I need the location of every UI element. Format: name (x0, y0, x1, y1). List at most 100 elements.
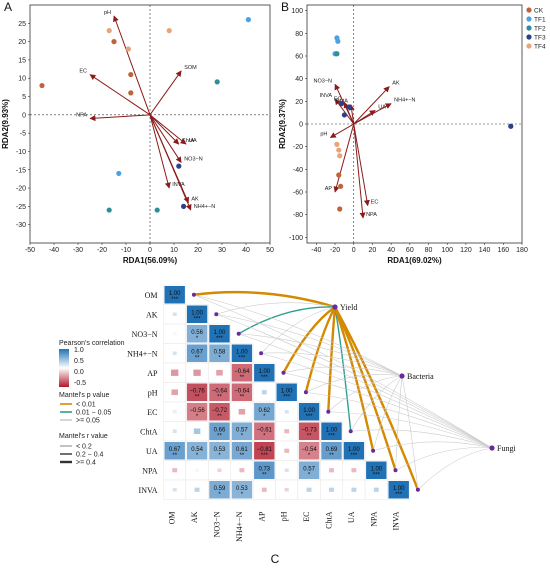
x-tick-label: 20 (369, 247, 377, 254)
cell-significance: ** (240, 453, 245, 459)
cell-value: −0.56 (190, 408, 206, 414)
sample-point (111, 39, 117, 45)
x-tick-label: 120 (460, 247, 472, 254)
heatmap-cell (171, 389, 178, 396)
cell-significance: *** (194, 316, 202, 322)
column-label: pH (280, 511, 289, 521)
heatmap-cell (254, 403, 275, 421)
cell-significance: * (308, 453, 311, 459)
loading-arrow (353, 123, 370, 207)
cell-value: 0.61 (236, 447, 248, 453)
legend-label: TF4 (534, 44, 546, 51)
plot-frame (29, 4, 271, 244)
sample-point (116, 170, 122, 177)
y-tick-label: 0 (22, 112, 26, 119)
x-tick-label: 140 (479, 247, 491, 254)
loading-arrow (149, 114, 182, 163)
mantel-link (193, 294, 403, 377)
heatmap-cell (366, 461, 387, 479)
x-tick-label: -40 (49, 247, 59, 254)
p-legend-label: < 0.01 (76, 402, 96, 409)
variable-node (191, 292, 196, 297)
heatmap-cell (171, 369, 179, 376)
r-legend-label: < 0.2 (76, 444, 92, 451)
x-tick-label: 10 (170, 247, 178, 254)
heatmap-cell (284, 429, 290, 434)
loading-arrow (149, 114, 171, 189)
sample-point (181, 203, 187, 209)
cell-value: 1.00 (393, 486, 405, 492)
heatmap-cell (298, 422, 320, 440)
heatmap-cell (351, 468, 357, 473)
row-label: AP (147, 369, 158, 378)
corr-tick-label: -0.5 (74, 380, 86, 387)
x-tick-label: 100 (441, 247, 453, 254)
target-node (489, 445, 495, 451)
sample-point (334, 51, 340, 57)
target-label: Fungi (497, 444, 516, 453)
row-label: UA (146, 447, 158, 456)
heatmap-cell (254, 442, 275, 460)
sample-point (336, 172, 342, 178)
target-node (399, 373, 405, 379)
loading-arrow (149, 114, 192, 211)
cell-value: 1.00 (326, 427, 338, 433)
variable-node (303, 390, 308, 395)
row-label: NH4+−N (127, 349, 158, 358)
target-label: Yield (340, 303, 357, 312)
vector-label: pH (320, 132, 327, 138)
cell-value: −0.61 (257, 427, 273, 433)
heatmap-cell (209, 403, 230, 421)
heatmap-cell (172, 410, 177, 414)
heatmap-cell (298, 403, 320, 421)
loading-arrow (89, 74, 151, 116)
heatmap-cell (231, 442, 253, 460)
cell-value: −0.76 (190, 388, 206, 394)
heatmap-cell (231, 344, 253, 362)
cell-value: 1.00 (169, 291, 181, 297)
cell-value: −0.64 (234, 388, 250, 394)
row-label: NPA (142, 466, 157, 475)
x-tick-label: -20 (97, 247, 107, 254)
heatmap-cell (254, 461, 275, 479)
r-legend-label: 0.2 − 0.4 (76, 452, 104, 459)
column-label: ChtA (325, 511, 334, 529)
legend-label: CK (534, 8, 544, 15)
rda-plot-a: -50 -40 -30 -20 -10 0 10 20 30 40 50-30-25-20-15-1… (1, 0, 274, 265)
y-tick-label: -100 (289, 235, 303, 242)
heatmap-cell (217, 468, 222, 472)
variable-node (259, 351, 264, 356)
vector-label: NPA (76, 113, 87, 119)
heatmap-cell (284, 410, 289, 414)
sample-point (166, 28, 172, 34)
loading-arrow (353, 86, 390, 125)
x-tick-label: 160 (497, 247, 509, 254)
heatmap-cell (172, 332, 177, 336)
cell-significance: *** (261, 453, 269, 459)
cell-value: 0.56 (191, 330, 203, 336)
x-tick-label: 50 (266, 247, 274, 254)
mantel-link (216, 313, 493, 449)
y-tick-label: 80 (295, 31, 303, 38)
cell-significance: ** (195, 355, 200, 361)
cell-value: 0.59 (214, 486, 226, 492)
plot-frame (306, 4, 523, 244)
heatmap-cell (298, 461, 320, 479)
mantel-link (373, 441, 493, 452)
y-tick-label: 25 (18, 21, 26, 28)
heatmap-cell (209, 344, 230, 362)
heatmap-cell (284, 488, 289, 492)
cell-value: 0.67 (191, 349, 203, 355)
vector-label: UA (189, 138, 197, 144)
sample-point (337, 153, 343, 159)
x-tick-label: -20 (330, 247, 340, 254)
heatmap-cell (186, 325, 208, 343)
loading-arrow (149, 70, 182, 116)
cell-value: 0.69 (326, 447, 338, 453)
variable-node (415, 487, 420, 492)
heatmap-cell (231, 364, 253, 382)
sample-point (508, 123, 514, 129)
loading-arrow (353, 109, 376, 125)
panel-letter: C (271, 552, 280, 566)
